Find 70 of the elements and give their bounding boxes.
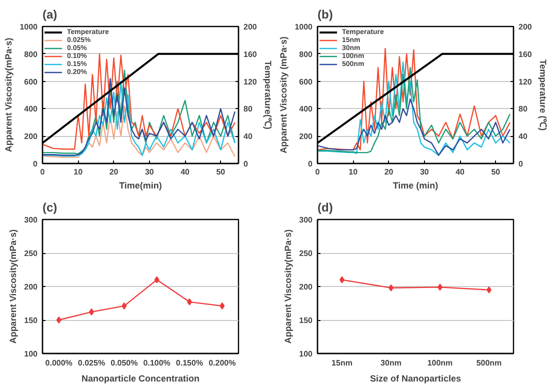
y-axis-title: Apparent Viscosity(mPa·s): [283, 229, 294, 344]
y2-tick-label: 160: [518, 50, 532, 59]
y2-tick-label: 160: [244, 50, 258, 59]
y-tick-label: 800: [299, 50, 314, 59]
chart-title: (d): [318, 200, 333, 214]
x-tick-label: 20: [109, 168, 119, 176]
y-tick-label: 200: [299, 282, 314, 292]
y-axis-title: Apparent Viscosity(mPa·s): [4, 38, 14, 152]
y2-tick-label: 40: [518, 132, 528, 142]
y-tick-label: 300: [24, 216, 38, 224]
y-tick-label: 600: [299, 77, 314, 86]
x-tick-label: 0.150%: [176, 358, 204, 368]
x-tick-label: 30nm: [380, 358, 402, 368]
y2-tick-label: 120: [518, 77, 532, 86]
y-axis-title: Apparent Viscosity(mPa·s): [8, 229, 18, 344]
y-tick-label: 1000: [294, 22, 314, 32]
x-tick-label: 30: [144, 168, 154, 176]
x-tick-label: 0.100%: [143, 358, 170, 368]
y-tick-label: 250: [24, 249, 38, 258]
chart-title: (b): [318, 8, 333, 22]
x-tick-label: 500nm: [476, 358, 502, 368]
x-tick-label: 10: [348, 168, 358, 176]
x-tick-label: 15nm: [332, 358, 352, 368]
y2-tick-label: 40: [244, 132, 253, 142]
x-tick-label: 30: [420, 168, 430, 176]
x-tick-label: 0: [315, 168, 320, 176]
y-axis-title: Apparent Viscosity (mPa·s): [278, 36, 289, 154]
y-tick-label: 150: [24, 316, 38, 325]
y-tick-label: 800: [24, 50, 38, 59]
y-tick-label: 0: [33, 160, 38, 168]
y2-tick-label: 200: [518, 22, 532, 32]
chart-title: (a): [42, 8, 58, 22]
x-tick-label: 100nm: [427, 358, 453, 368]
x-tick-label: 0: [40, 168, 46, 176]
y2-tick-label: 80: [518, 104, 528, 114]
y-tick-label: 100: [24, 350, 38, 358]
y-tick-label: 100: [299, 350, 314, 358]
x-axis-title: Time (min): [392, 180, 438, 190]
y2-tick-label: 120: [244, 77, 258, 86]
y-tick-label: 250: [299, 249, 314, 258]
y2-tick-label: 0: [518, 160, 524, 168]
y-tick-label: 400: [24, 104, 38, 114]
y-tick-label: 200: [24, 132, 38, 142]
y-tick-label: 150: [299, 316, 314, 325]
x-tick-label: 10: [74, 168, 84, 176]
x-tick-label: 50: [216, 168, 226, 176]
y-tick-label: 0: [308, 160, 314, 168]
y2-tick-label: 80: [244, 104, 253, 114]
x-tick-label: 0.025%: [78, 358, 106, 368]
chart-title: (c): [42, 200, 58, 214]
y2-tick-label: 200: [244, 22, 258, 32]
x-tick-label: 50: [491, 168, 501, 176]
y-tick-label: 300: [299, 216, 314, 224]
y-tick-label: 600: [24, 77, 38, 86]
y2-axis-title: Temperature(℃): [262, 60, 273, 130]
y-tick-label: 200: [24, 282, 38, 292]
y-tick-label: 400: [299, 104, 314, 114]
x-tick-label: 0.200%: [208, 358, 236, 368]
y-tick-label: 1000: [20, 22, 38, 32]
x-tick-label: 0.000%: [45, 358, 72, 368]
x-axis-title: Size of Nanoparticles: [370, 374, 462, 384]
y2-axis-title: Temperature (℃): [538, 59, 548, 131]
x-tick-label: 40: [180, 168, 190, 176]
x-tick-label: 0.050%: [110, 358, 138, 368]
x-axis-title: Nanoparticle Concentration: [81, 374, 200, 384]
y-tick-label: 200: [299, 132, 314, 142]
x-tick-label: 40: [456, 168, 466, 176]
y2-tick-label: 0: [244, 160, 248, 168]
x-axis-title: Time(min): [119, 180, 162, 190]
x-tick-label: 20: [384, 168, 394, 176]
